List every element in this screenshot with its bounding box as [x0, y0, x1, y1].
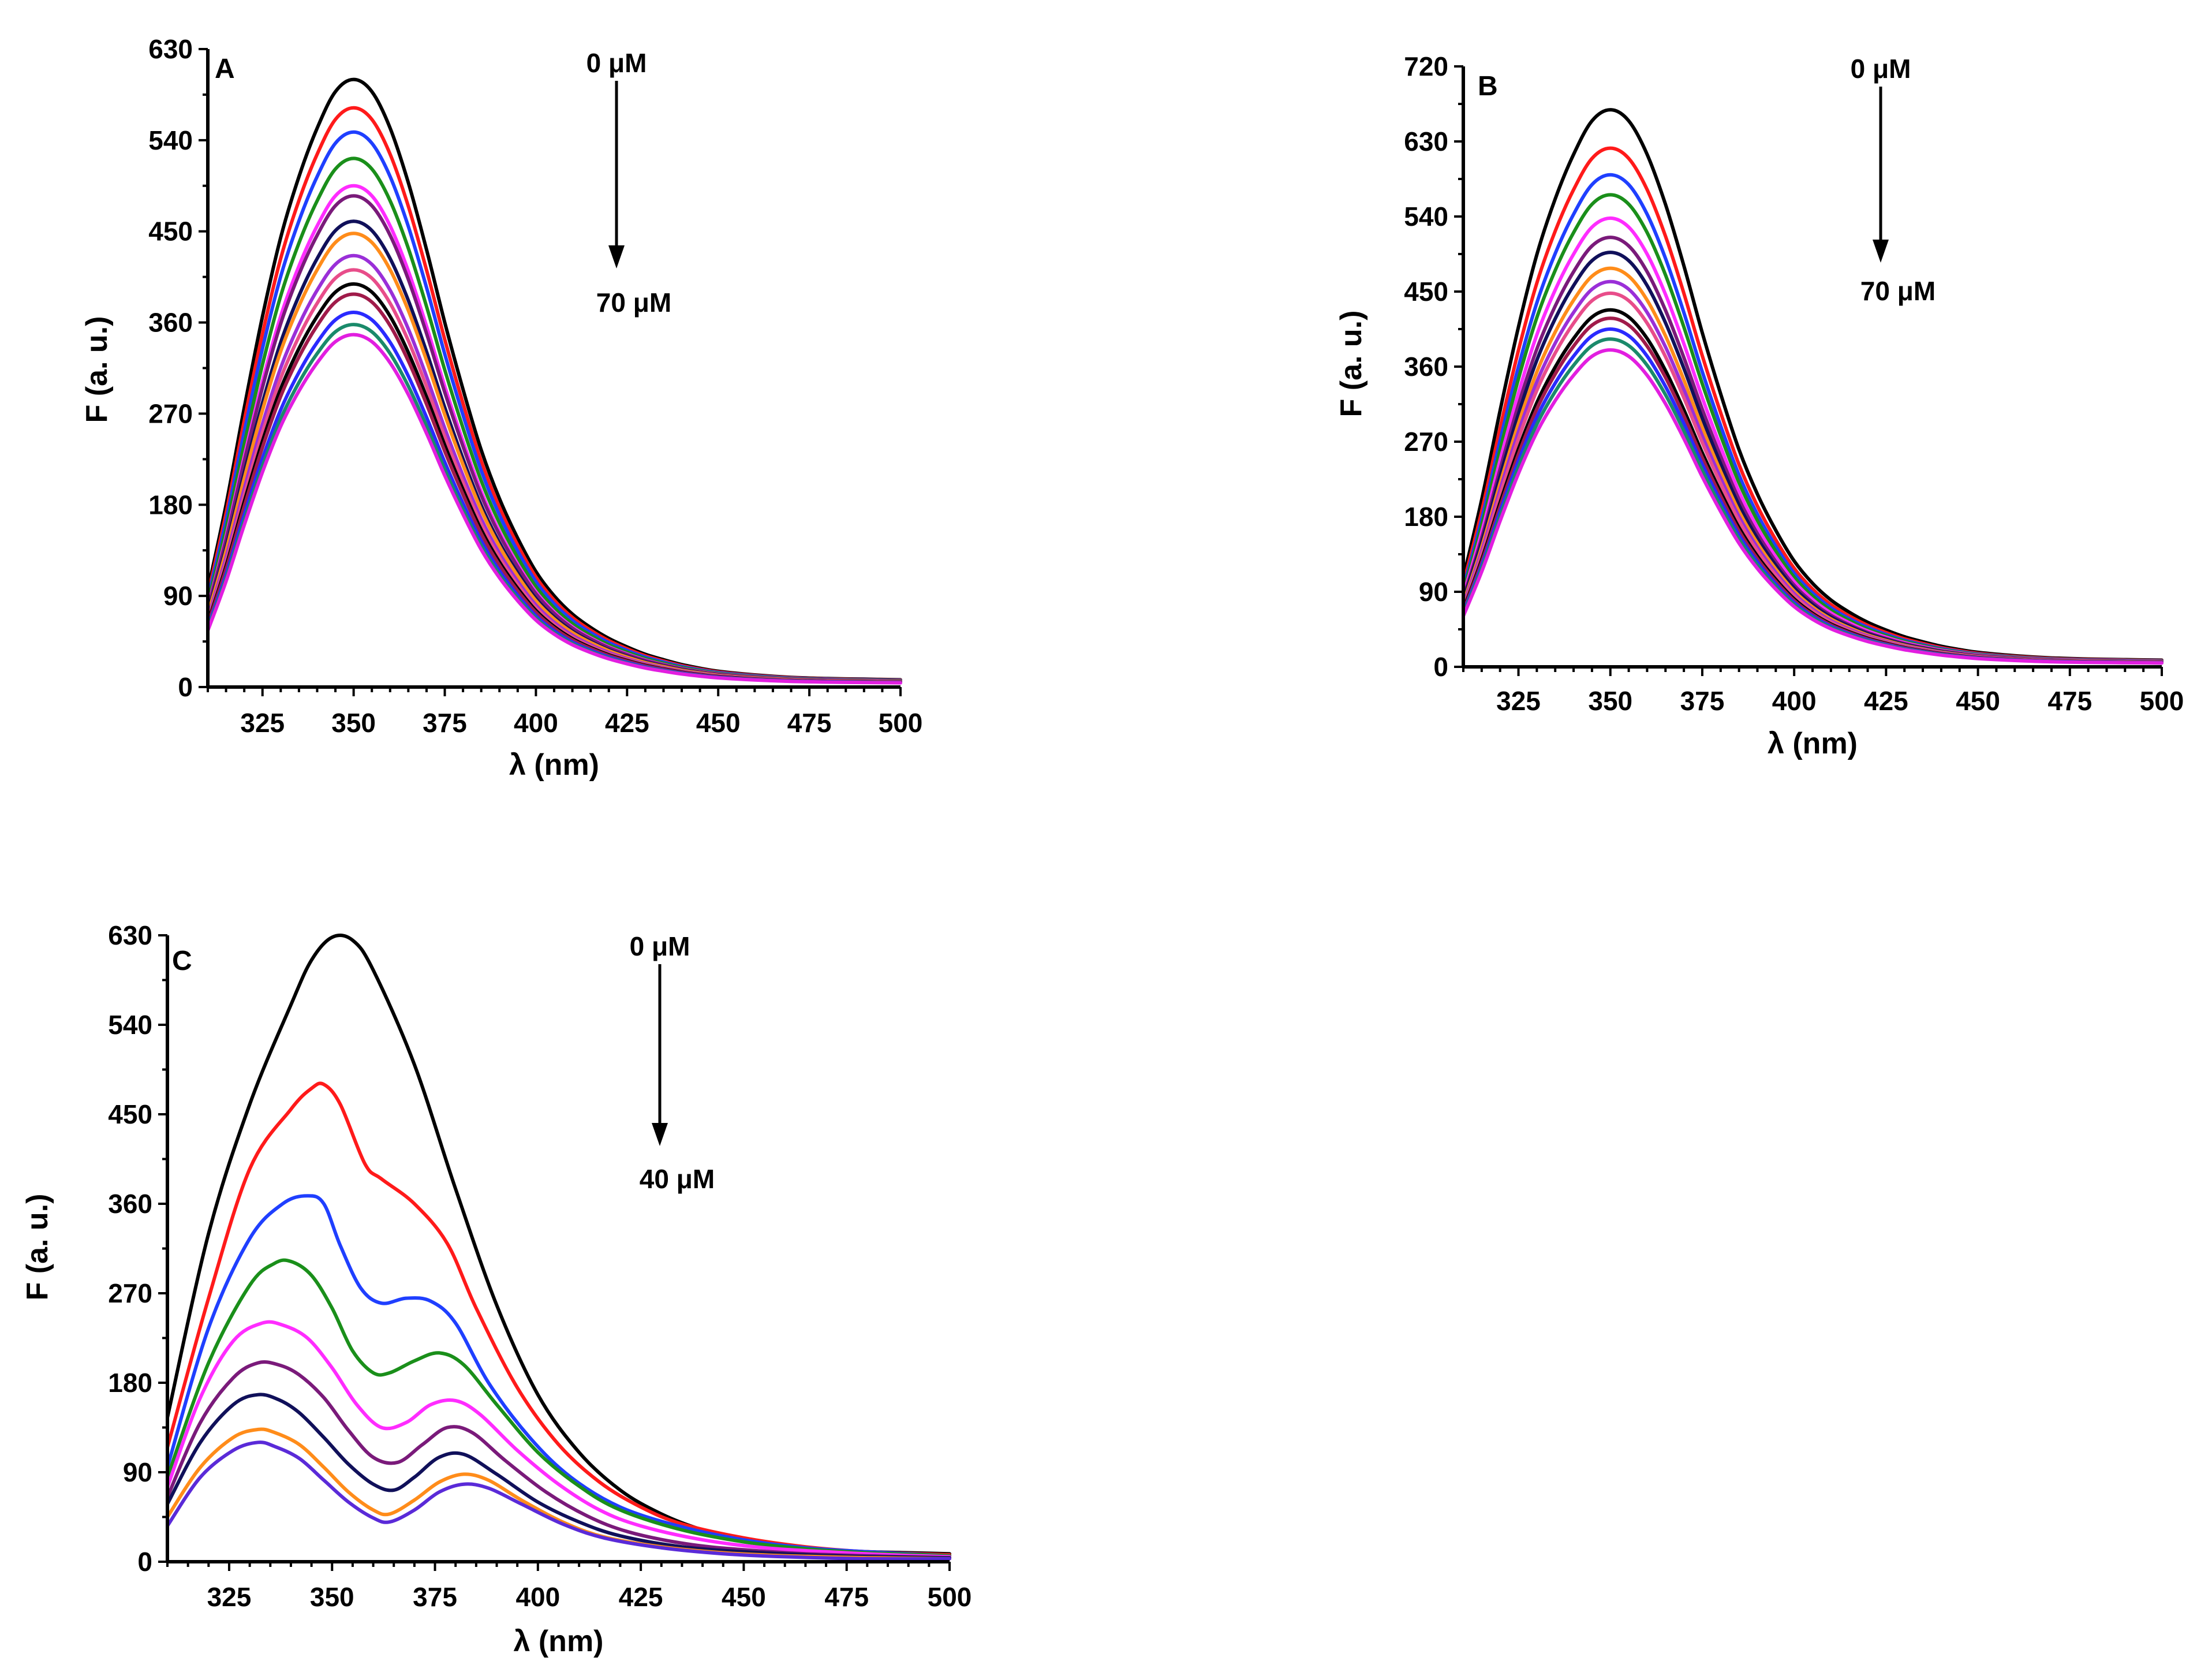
x-tick-label: 325 — [1496, 686, 1541, 716]
x-tick-label: 375 — [413, 1582, 457, 1612]
x-tick-label: 350 — [1588, 686, 1632, 716]
panel-label: C — [172, 946, 192, 976]
spectrum-line-c-1 — [166, 934, 951, 1556]
arrow-start-label: 0 μM — [586, 48, 647, 78]
y-tick-label: 90 — [163, 581, 193, 611]
arrow-head-icon — [608, 245, 625, 268]
arrow-end-label: 70 μM — [1860, 276, 1936, 306]
y-tick-label: 720 — [1404, 51, 1448, 81]
y-tick-label: 450 — [1404, 277, 1448, 307]
y-tick-label: 0 — [178, 672, 193, 702]
arrow-end-label: 70 μM — [596, 288, 671, 318]
panel-label: B — [1478, 71, 1498, 102]
arrow-head-icon — [652, 1123, 668, 1146]
y-axis-title: F (a. u.) — [1335, 311, 1368, 417]
y-tick-label: 360 — [1404, 352, 1448, 382]
y-tick-label: 540 — [108, 1010, 152, 1040]
y-tick-label: 0 — [1433, 652, 1448, 682]
x-tick-label: 350 — [310, 1582, 354, 1612]
y-axis-title: F (a. u.) — [21, 1194, 54, 1301]
x-tick-label: 375 — [423, 708, 467, 738]
y-tick-label: 180 — [1404, 502, 1448, 532]
panel-label: A — [215, 54, 235, 84]
x-axis-title: λ (nm) — [509, 748, 599, 782]
y-tick-label: 360 — [148, 308, 193, 338]
x-tick-label: 375 — [1680, 686, 1725, 716]
x-tick-label: 400 — [515, 1582, 560, 1612]
y-tick-label: 270 — [148, 398, 193, 428]
spectrum-line-c-6 — [166, 1360, 951, 1560]
x-tick-label: 425 — [605, 708, 649, 738]
x-tick-label: 475 — [2047, 686, 2092, 716]
y-tick-label: 630 — [108, 920, 152, 950]
spectrum-line-c-7 — [166, 1393, 951, 1560]
y-tick-label: 270 — [1404, 427, 1448, 457]
y-tick-label: 90 — [1419, 577, 1448, 607]
panel-c-chart: 0 90 180 270 360 450 540 630 325 350 375 400 425 450 4… — [21, 920, 972, 1658]
y-tick-label: 180 — [108, 1368, 152, 1398]
x-tick-label: 350 — [331, 708, 376, 738]
y-tick-label: 270 — [108, 1278, 152, 1308]
x-tick-label: 325 — [240, 708, 285, 738]
spectrum-line-c-4 — [166, 1258, 951, 1558]
y-tick-label: 0 — [137, 1547, 152, 1577]
x-tick-label: 400 — [1772, 686, 1817, 716]
x-axis-title: λ (nm) — [514, 1625, 604, 1658]
x-tick-label: 500 — [928, 1582, 972, 1612]
x-tick-label: 475 — [824, 1582, 869, 1612]
y-tick-label: 630 — [148, 34, 193, 64]
x-tick-label: 450 — [1956, 686, 2000, 716]
x-tick-label: 325 — [207, 1582, 252, 1612]
y-tick-label: 360 — [108, 1189, 152, 1219]
spectrum-line-a-15 — [206, 333, 902, 685]
y-tick-label: 540 — [1404, 201, 1448, 232]
y-tick-label: 540 — [148, 125, 193, 155]
x-tick-label: 450 — [696, 708, 741, 738]
x-tick-label: 500 — [879, 708, 923, 738]
spectrum-line-c-5 — [166, 1320, 951, 1559]
x-tick-label: 475 — [787, 708, 832, 738]
arrow-end-label: 40 μM — [640, 1164, 715, 1194]
panel-b-chart: 0 90 180 270 360 450 540 630 720 325 350 375 400 425 4… — [1335, 51, 2184, 760]
spectrum-line-c-9 — [166, 1440, 951, 1561]
x-tick-label: 500 — [2140, 686, 2184, 716]
y-tick-label: 180 — [148, 490, 193, 520]
spectrum-line-c-3 — [166, 1194, 951, 1558]
x-tick-label: 425 — [1864, 686, 1908, 716]
spectrum-line-b-15 — [1462, 348, 2164, 665]
panel-a-chart: 0 90 180 270 360 450 540 630 325 350 375 400 425 450 4… — [80, 34, 922, 782]
y-tick-label: 630 — [1404, 126, 1448, 156]
y-tick-label: 450 — [108, 1099, 152, 1129]
x-tick-label: 450 — [722, 1582, 766, 1612]
arrow-head-icon — [1873, 240, 1889, 263]
arrow-start-label: 0 μM — [1851, 54, 1911, 84]
spectrum-line-c-8 — [166, 1427, 951, 1561]
x-tick-label: 400 — [514, 708, 558, 738]
y-tick-label: 450 — [148, 217, 193, 247]
arrow-start-label: 0 μM — [630, 931, 690, 961]
x-axis-title: λ (nm) — [1768, 727, 1858, 760]
x-tick-label: 425 — [619, 1582, 663, 1612]
spectrum-line-c-2 — [166, 1081, 951, 1557]
y-axis-title: F (a. u.) — [80, 316, 114, 423]
y-tick-label: 90 — [123, 1457, 152, 1487]
